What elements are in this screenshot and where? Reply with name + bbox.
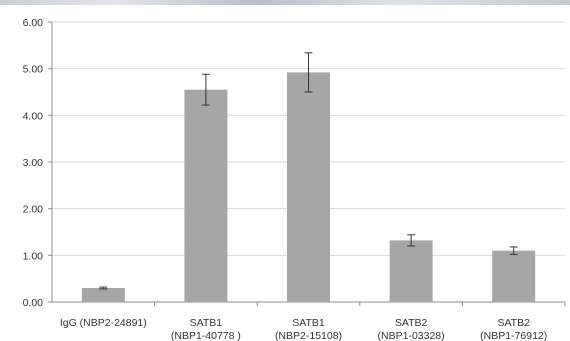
x-category-label: SATB2: [497, 317, 530, 329]
bars: [81, 72, 536, 303]
bar: [184, 89, 228, 303]
y-tick-label: 2.00: [23, 204, 44, 216]
x-category-label: (NBP1-40778 ): [171, 330, 241, 341]
x-category-label: IgG (NBP2-24891): [60, 317, 147, 329]
error-bars: [99, 52, 518, 290]
y-tick-labels: 0.00 1.00 2.00 3.00 4.00 5.00 6.00: [23, 17, 44, 309]
gridlines: [52, 21, 565, 256]
x-category-label: (NBP1-03328): [378, 330, 445, 341]
y-tick-label: 1.00: [23, 250, 44, 262]
bar: [492, 250, 536, 302]
category-labels: IgG (NBP2-24891) SATB1(NBP1-40778 )SATB1(…: [60, 317, 547, 341]
y-tick-label: 6.00: [23, 17, 44, 29]
y-tick-label: 3.00: [23, 157, 44, 169]
bar: [81, 288, 125, 302]
x-category-label: SATB1: [190, 317, 223, 329]
x-category-label: (NBP1-76912): [480, 330, 547, 341]
bar: [389, 240, 433, 302]
bar: [287, 72, 330, 303]
x-category-label: (NBP2-15108): [275, 330, 342, 341]
y-tick-label: 0.00: [23, 297, 44, 309]
y-tick-label: 4.00: [23, 110, 44, 122]
x-category-label: SATB1: [292, 317, 325, 329]
cropped-toolbar-strip: [0, 0, 570, 5]
y-tick-label: 5.00: [23, 64, 44, 76]
x-category-label: SATB2: [395, 317, 428, 329]
